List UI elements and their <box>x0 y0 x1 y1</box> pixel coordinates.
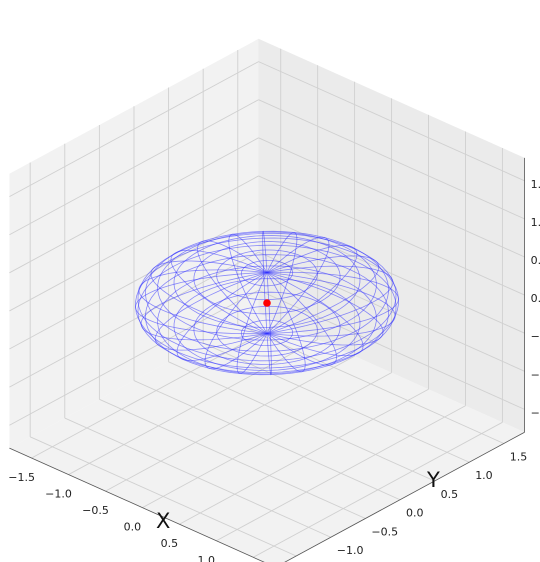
z-tick-label: −1.0 <box>531 368 540 381</box>
floor-pane <box>9 313 525 562</box>
grid-line <box>168 361 435 482</box>
grid-line <box>258 61 525 182</box>
grid-lines <box>9 48 525 558</box>
wireframe-parallel <box>216 249 318 301</box>
z-tick-labels: −1.5 −1.0 −0.5 0.0 0.5 1.0 1.5 <box>531 178 540 420</box>
grid-line <box>9 99 259 236</box>
grid-line <box>9 289 259 426</box>
z-tick-label: 1.0 <box>531 216 540 229</box>
wireframe-parallel <box>216 305 318 357</box>
x-tick-label: 0.0 <box>124 521 142 534</box>
grid-line <box>258 213 525 334</box>
y-axis-label: Y <box>426 468 440 492</box>
grid-line <box>9 213 259 350</box>
x-tick-label: 0.5 <box>161 537 179 550</box>
y-tick-label: 1.0 <box>475 469 493 482</box>
wireframe-parallel <box>240 319 294 347</box>
x-tick-label: 1.0 <box>198 554 216 562</box>
wireframe-parallel <box>157 265 377 375</box>
y-tick-label: 0.0 <box>406 507 424 520</box>
wireframe-parallel <box>173 278 361 371</box>
wireframe-parallel <box>145 254 389 376</box>
x-axis-label: X <box>156 509 170 533</box>
y-tick-label: −0.5 <box>371 526 398 539</box>
x-tick-label: −1.5 <box>8 471 35 484</box>
y-tick-labels: −1.5−1.0−0.50.00.51.01.5 <box>337 451 528 558</box>
wireframe-parallel <box>137 232 397 362</box>
grid-line <box>258 175 525 296</box>
z-tick-label: −0.5 <box>531 330 540 343</box>
grid-line <box>9 137 259 274</box>
x-tick-label: −0.5 <box>82 504 109 517</box>
grid-line <box>64 417 332 538</box>
ellipsoid-wireframe <box>135 230 399 376</box>
x-tick-label: −1.0 <box>45 488 72 501</box>
z-tick-label: 0.5 <box>531 254 540 267</box>
wireframe-parallel <box>193 291 341 365</box>
wireframe-parallel <box>145 230 389 352</box>
center-point <box>263 299 271 307</box>
grid-line <box>258 137 525 258</box>
y-axis-line <box>284 431 525 562</box>
grid-line <box>9 61 259 198</box>
grid-line <box>202 342 470 463</box>
grid-line <box>133 380 401 501</box>
z-tick-label: 1.5 <box>531 178 540 191</box>
y-tick-label: 1.5 <box>510 451 528 464</box>
y-tick-label: −1.0 <box>337 544 364 557</box>
z-tick-label: −1.5 <box>531 406 540 419</box>
grid-line <box>99 398 366 519</box>
x-tick-labels: −1.5−1.0−0.50.00.51.01.5 <box>8 471 216 562</box>
wireframe-parallel <box>137 244 397 374</box>
grid-line <box>258 289 525 410</box>
data-points <box>263 299 271 307</box>
grid-line <box>9 175 259 312</box>
wireframe-parallel <box>193 241 341 315</box>
y-tick-label: 0.5 <box>441 488 459 501</box>
axis-lines <box>9 157 525 562</box>
wireframe-parallel <box>157 231 377 341</box>
wireframe-parallel <box>240 259 294 287</box>
grid-line <box>29 436 297 557</box>
x-axis-line <box>9 447 265 562</box>
z-tick-label: 0.0 <box>531 292 540 305</box>
wireframe-parallel <box>135 237 399 369</box>
grid-line <box>258 99 525 220</box>
